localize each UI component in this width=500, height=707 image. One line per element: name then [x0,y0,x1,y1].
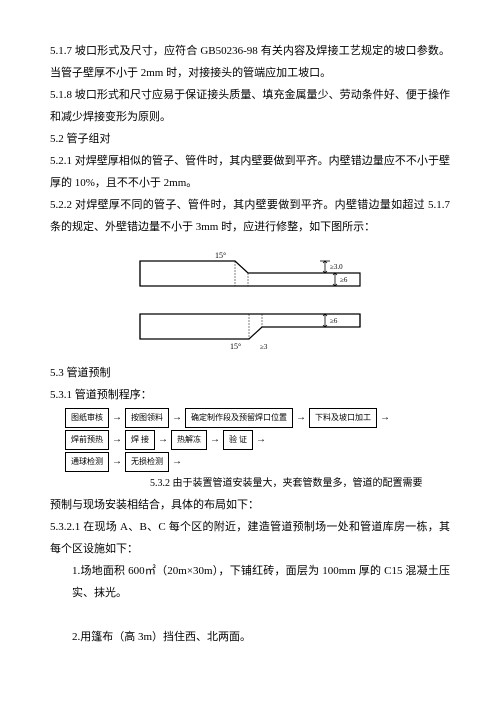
dim-label-1: ≥3.0 [330,263,343,271]
dim-label-3: ≥3 [260,343,268,351]
para-5-2-1: 5.2.1 对焊壁厚相似的管子、管件时，其内壁要做到平齐。内壁错边量应不不小于壁… [50,150,450,194]
flowchart: 图纸审核 → 按图领料 → 确定制作段及预留焊口位置 → 下料及坡口加工 → 焊… [50,408,450,472]
pipe-diagram-2: 15° ≥3 ≥6 [50,304,450,354]
arrow-icon: → [112,457,122,467]
flow-box: 验 证 [223,430,253,450]
list-item-1: 1.场地面积 600㎡（20m×30m），下铺红砖，面层为 100mm 厚的 C… [50,560,450,604]
flow-box: 焊 接 [125,430,155,450]
flow-box: 无损检测 [125,452,169,472]
dim-label-2: ≥6 [340,276,348,284]
heading-5-3-1: 5.3.1 管道预制程序： [50,384,450,406]
angle-label-2: 15° [230,342,241,351]
arrow-icon: → [172,413,182,423]
arrow-icon: → [172,457,182,467]
flow-box: 热解冻 [171,430,207,450]
para-5-2-2: 5.2.2 对焊壁厚不同的管子、管件时，其内壁要做到平齐。内壁错边量如超过 5.… [50,194,450,238]
para-5-3-2-1: 5.3.2.1 在现场 A、B、C 每个区的附近，建造管道预制场一处和管道库房一… [50,516,450,560]
arrow-icon: → [256,435,266,445]
flow-box: 下料及坡口加工 [309,408,377,428]
list-item-2: 2.用篷布（高 3m）挡住西、北两面。 [50,626,450,648]
flow-box: 确定制作段及预留焊口位置 [185,408,293,428]
heading-5-3: 5.3 管道预制 [50,362,450,384]
arrow-icon: → [112,413,122,423]
caption-5-3-2: 5.3.2 由于装置管道安装量大，夹套管数量多，管道的配置需要 [50,474,450,494]
arrow-icon: → [296,413,306,423]
arrow-icon: → [210,435,220,445]
flow-box: 按图领料 [125,408,169,428]
dim-label-4: ≥6 [330,317,338,325]
arrow-icon: → [380,413,390,423]
heading-5-2: 5.2 管子组对 [50,128,450,150]
angle-label: 15° [215,251,226,260]
flow-box: 通球检测 [65,452,109,472]
para-5-1-7: 5.1.7 坡口形式及尺寸，应符合 GB50236-98 有关内容及焊接工艺规定… [50,40,450,84]
flow-box: 焊前预热 [65,430,109,450]
para-5-1-8: 5.1.8 坡口形式和尺寸应易于保证接头质量、填充金属量少、劳动条件好、便于操作… [50,84,450,128]
para-prefab: 预制与现场安装相结合，具体的布局如下： [50,494,450,516]
arrow-icon: → [112,435,122,445]
pipe-diagram-1: 15° ≥3.0 ≥6 [50,246,450,296]
flow-box: 图纸审核 [65,408,109,428]
arrow-icon: → [158,435,168,445]
